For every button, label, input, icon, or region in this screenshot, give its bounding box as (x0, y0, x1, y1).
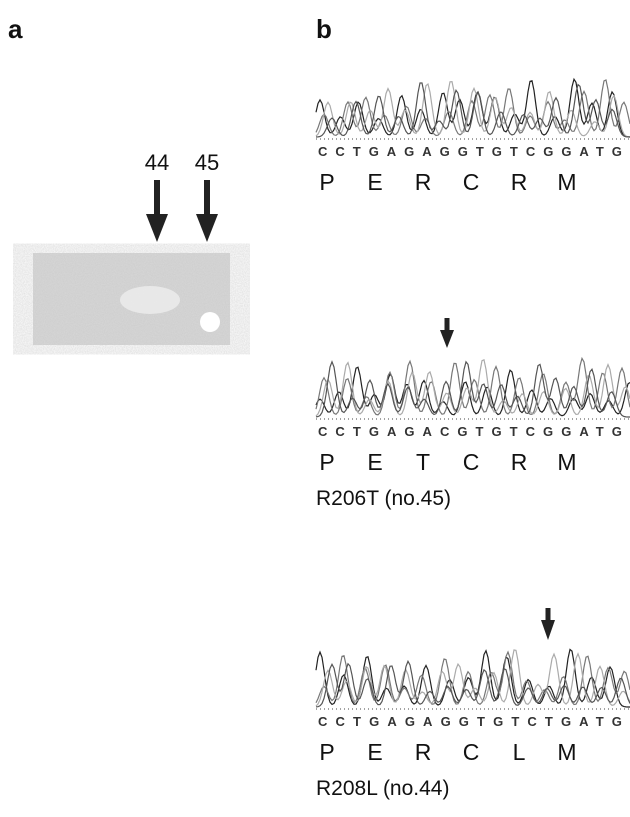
lane-label: 45 (195, 150, 219, 175)
residue: C (463, 739, 480, 765)
residue: M (557, 449, 576, 475)
residue: R (511, 449, 528, 475)
residue: P (319, 739, 334, 765)
trace-curve (316, 367, 630, 416)
residue: P (319, 169, 334, 195)
sequence: CCTGAGAGGTGTCGGATG (318, 144, 624, 159)
residue: L (513, 739, 526, 765)
residue: M (557, 739, 576, 765)
residue: T (416, 449, 430, 475)
residue: C (463, 449, 480, 475)
mutation-caption: R208L (no.44) (316, 777, 449, 800)
residue: M (557, 169, 576, 195)
panel-label: b (316, 14, 332, 44)
lane-label: 44 (145, 150, 169, 175)
residue: R (415, 739, 432, 765)
chromatograms: CCTGAGAGGTGTCGGATG P E R C R M CCTGAGACGTGTCGGA… (316, 79, 630, 800)
panel-label: a (8, 14, 23, 44)
gel (33, 253, 230, 345)
sequence: CCTGAGAGGTGTCTGATG (318, 714, 624, 729)
residue: C (463, 169, 480, 195)
trace-curve (316, 358, 630, 414)
residue: E (367, 169, 382, 195)
mutation-caption: R206T (no.45) (316, 487, 451, 510)
residue: R (511, 169, 528, 195)
residue: P (319, 449, 334, 475)
figure: a b 44 45 CCTGAGAGGTGTCGGATGPERCRMCCTGAG… (0, 0, 630, 812)
residue: E (367, 739, 382, 765)
residue: E (367, 449, 382, 475)
sequence: CCTGAGACGTGTCGGATG (318, 424, 624, 439)
residue: R (415, 169, 432, 195)
trace-curve (316, 650, 630, 706)
